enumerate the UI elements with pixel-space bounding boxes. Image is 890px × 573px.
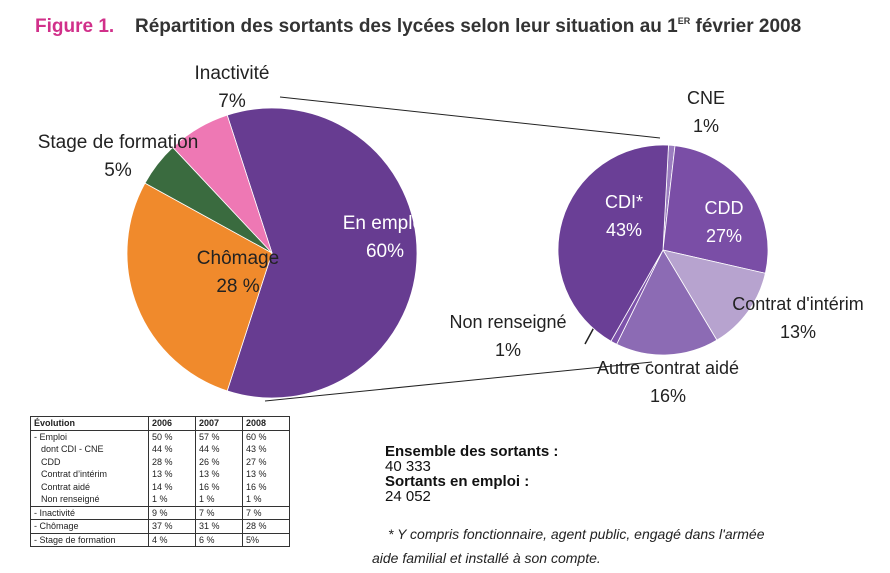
- title-end: février 2008: [690, 16, 801, 37]
- table-cell: 57 %: [195, 430, 243, 443]
- table-cell: 26 %: [195, 455, 243, 468]
- table-cell: 37 %: [148, 519, 196, 533]
- slice-value-label: 27%: [706, 226, 742, 246]
- table-row: Contrat aidé 14 % 16 % 16 %: [31, 480, 290, 493]
- pie-slice: [616, 249, 718, 356]
- table-cell: Évolution: [30, 416, 149, 431]
- slice-value-label: 13%: [780, 322, 816, 342]
- summary-value: 24 052: [385, 488, 431, 505]
- table-cell: 31 %: [195, 519, 243, 533]
- connector: [279, 96, 661, 139]
- footnote: aide familial et installé à son compte.: [372, 550, 601, 566]
- slice-value-label: 7%: [218, 91, 246, 112]
- table-cell: 9 %: [148, 505, 196, 520]
- table-cell: 1 %: [148, 493, 196, 506]
- table-row: Non renseigné 1 % 1 % 1 %: [31, 493, 290, 506]
- slice-value-label: 5%: [104, 160, 132, 181]
- pie-slice: [126, 182, 273, 392]
- slice-label: Autre contrat aidé: [597, 358, 739, 378]
- table-row: - Inactivité 9 % 7 % 7 %: [30, 505, 290, 520]
- slice-value-label: 43%: [606, 220, 642, 240]
- table-row: - Stage de formation 4 % 6 % 5%: [30, 532, 290, 547]
- summary-label: Sortants en emploi :: [385, 473, 529, 490]
- slice-value-label: 28 %: [216, 276, 259, 297]
- table-row: Contrat d’intérim 13 % 13 % 13 %: [31, 468, 290, 481]
- summary-label: Ensemble des sortants :: [385, 443, 558, 460]
- table-cell: 60 %: [242, 430, 290, 443]
- table-cell: 13 %: [195, 468, 243, 481]
- table-cell: - Emploi: [34, 431, 68, 442]
- table-cell: Non renseigné: [41, 494, 100, 505]
- slice-value-label: 16%: [650, 386, 686, 406]
- table-cell: 27 %: [242, 455, 290, 468]
- table-cell: 5%: [242, 532, 290, 547]
- table-cell: dont CDI - CNE: [41, 444, 104, 455]
- evolution-table: Évolution 2006 2007 2008- Emploi 50 % 57 % 60 …: [30, 416, 290, 547]
- title-text: Répartition des sortants des lycées selo…: [135, 16, 678, 37]
- slice-value-label: 1%: [495, 340, 521, 360]
- table-cell: 7 %: [242, 505, 290, 520]
- slice-label: Chômage: [197, 248, 279, 269]
- table-cell: 6 %: [195, 532, 243, 547]
- figure-label: Figure 1.: [35, 16, 114, 37]
- slice-label: Non renseigné: [449, 312, 566, 332]
- table-row: - Emploi 50 % 57 % 60 %: [31, 430, 290, 443]
- table-cell: 14 %: [148, 480, 196, 493]
- table-cell: 2006: [148, 416, 196, 431]
- table-row: - Chômage 37 % 31 % 28 %: [30, 519, 290, 533]
- table-cell: 13 %: [242, 468, 290, 481]
- table-cell: - Chômage: [30, 519, 149, 533]
- chart-title: Répartition des sortants des lycées selo…: [135, 16, 801, 37]
- pie-slice: [662, 249, 766, 341]
- title-sup: ER: [678, 16, 691, 26]
- pie-slice: [226, 107, 418, 399]
- slice-label: CNE: [687, 88, 725, 108]
- slice-label: CDD: [705, 198, 744, 218]
- slice-label: Stage de formation: [38, 132, 199, 153]
- table-row: dont CDI - CNE 44 % 44 % 43 %: [31, 443, 290, 456]
- table-cell: - Stage de formation: [30, 532, 149, 547]
- pie-slice: [557, 144, 669, 342]
- table-cell: 16 %: [195, 480, 243, 493]
- summary-value: 40 333: [385, 458, 431, 475]
- table-cell: 28 %: [148, 455, 196, 468]
- table-cell: - Inactivité: [30, 505, 149, 520]
- table-cell: 28 %: [242, 519, 290, 533]
- slice-value-label: 60%: [366, 241, 404, 262]
- table-cell: 13 %: [148, 468, 196, 481]
- table-cell: 1 %: [242, 493, 290, 506]
- table-cell: 2008: [242, 416, 290, 431]
- slice-label: CDI*: [605, 192, 643, 212]
- pie-slice: [662, 145, 769, 274]
- table-cell: Contrat aidé: [41, 481, 91, 492]
- table-cell: 50 %: [148, 430, 196, 443]
- table-cell: 1 %: [195, 493, 243, 506]
- table-cell: 44 %: [148, 443, 196, 456]
- table-cell: 43 %: [242, 443, 290, 456]
- table-cell: Contrat d’intérim: [41, 469, 108, 480]
- table-row: Évolution 2006 2007 2008: [30, 416, 290, 431]
- connector: [264, 361, 653, 402]
- table-row: CDD 28 % 26 % 27 %: [31, 455, 290, 468]
- table-cell: CDD: [41, 456, 61, 467]
- pie-slice: [172, 114, 273, 254]
- slice-label: En emploi: [343, 213, 428, 234]
- slice-label: Inactivité: [195, 63, 270, 84]
- footnote: * Y compris fonctionnaire, agent public,…: [388, 526, 765, 542]
- slice-value-label: 1%: [693, 116, 719, 136]
- table-cell: 44 %: [195, 443, 243, 456]
- table-cell: 4 %: [148, 532, 196, 547]
- slice-label: Contrat d'intérim: [732, 294, 863, 314]
- table-cell: 2007: [195, 416, 243, 431]
- table-cell: 7 %: [195, 505, 243, 520]
- table-cell: 16 %: [242, 480, 290, 493]
